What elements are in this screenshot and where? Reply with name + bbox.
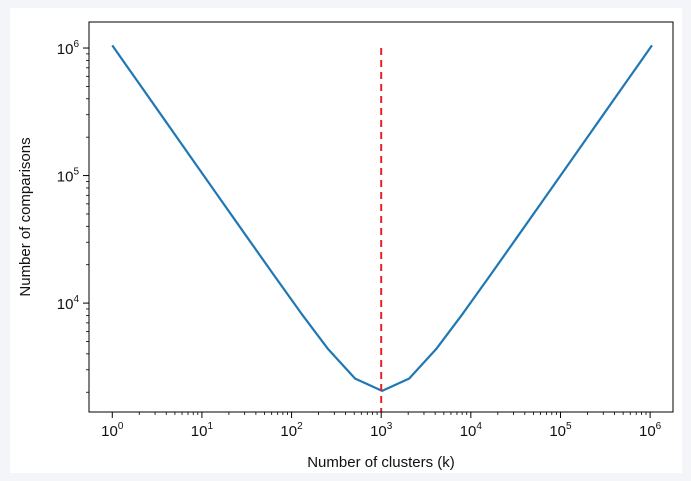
x-axis-ticks: 100 101 102 103 104 105 106 bbox=[101, 412, 662, 440]
x-tick-label: 105 bbox=[549, 421, 572, 440]
x-axis-label: Number of clusters (k) bbox=[307, 454, 455, 471]
y-tick-label: 104 bbox=[57, 294, 80, 313]
x-tick-label: 103 bbox=[370, 421, 393, 440]
y-tick-label: 105 bbox=[57, 167, 80, 186]
y-tick-label: 106 bbox=[57, 39, 80, 58]
x-tick-label: 100 bbox=[101, 421, 124, 440]
x-tick-label: 102 bbox=[280, 421, 303, 440]
y-axis-ticks: 104 105 106 bbox=[57, 39, 89, 393]
x-tick-label: 101 bbox=[191, 421, 214, 440]
x-tick-label: 106 bbox=[639, 421, 662, 440]
comparisons-vs-clusters-chart: 100 101 102 103 104 105 106 104 105 106 Number o… bbox=[17, 21, 674, 471]
y-axis-label: Number of comparisons bbox=[17, 137, 34, 296]
x-tick-label: 104 bbox=[460, 421, 483, 440]
chart-figure: 100 101 102 103 104 105 106 104 105 106 Number o… bbox=[10, 8, 682, 473]
plot-marks bbox=[111, 44, 653, 412]
